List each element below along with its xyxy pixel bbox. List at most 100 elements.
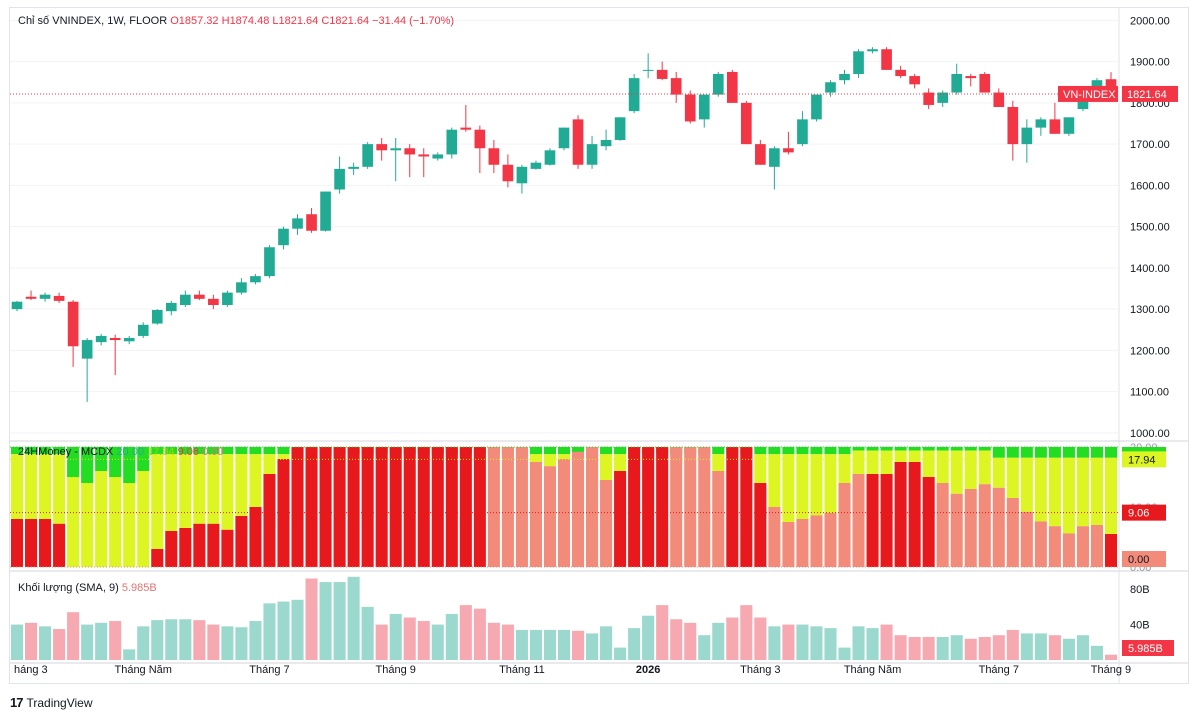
mcdx-green-bar: [543, 447, 557, 455]
mcdx-yellow-bar: [543, 454, 557, 467]
candle-body: [306, 214, 317, 231]
candle-body: [684, 94, 696, 122]
price-tick-label: 1000.00: [1130, 428, 1170, 440]
volume-bar: [978, 636, 991, 660]
candle-body: [628, 78, 640, 112]
volume-bar: [193, 620, 206, 660]
mcdx-green-bar: [277, 447, 290, 455]
mcdx-yellow-bar: [179, 454, 192, 528]
candle-body: [362, 144, 373, 167]
price-tick-label: 1500.00: [1130, 222, 1170, 234]
volume-bar: [880, 624, 893, 660]
mcdx-yellow-bar: [207, 454, 220, 524]
volume-tick-label: 80B: [1130, 584, 1150, 596]
mcdx-red-bar: [39, 519, 52, 567]
volume-bar: [151, 620, 164, 660]
mcdx-green-bar: [1062, 447, 1075, 458]
volume-bar: [179, 619, 192, 660]
candle-body: [1077, 98, 1089, 110]
mcdx-red-bar: [642, 447, 655, 567]
mcdx-green-bar: [1048, 447, 1061, 458]
tradingview-logo-icon: 17: [10, 695, 24, 710]
candle-body: [1035, 119, 1047, 128]
candle-body: [432, 154, 444, 159]
mcdx-green-bar: [529, 447, 542, 455]
candle-body: [558, 127, 570, 149]
mcdx-red-bar: [165, 531, 178, 567]
volume-bar: [529, 629, 542, 660]
volume-bar: [95, 622, 108, 660]
mcdx-green-bar: [1090, 447, 1103, 458]
candle-body: [236, 282, 247, 293]
mcdx-red-bar: [179, 528, 192, 567]
volume-bar: [165, 619, 178, 660]
series-label: VN-INDEX: [1063, 89, 1116, 101]
mcdx-green-bar: [992, 447, 1005, 458]
candle-body: [502, 164, 514, 182]
volume-bar: [754, 617, 767, 660]
volume-bar: [586, 633, 599, 660]
mcdx-green-bar: [852, 447, 865, 451]
volume-bar: [894, 635, 907, 660]
mcdx-yellow-bar: [25, 454, 38, 519]
mcdx-yellow-bar: [123, 483, 136, 567]
mcdx-value-box: [1122, 504, 1166, 521]
volume-bar: [53, 629, 66, 660]
candle-body: [208, 298, 219, 305]
volume-bar: [950, 635, 963, 660]
volume-last-label: 5.985B: [1128, 643, 1163, 655]
mcdx-red-bar: [53, 523, 66, 567]
mcdx-yellow-bar: [712, 454, 725, 471]
mcdx-yellow-bar: [1048, 457, 1061, 527]
time-axis-label: háng 3: [14, 664, 48, 676]
price-tick-label: 1100.00: [1130, 387, 1169, 399]
price-tick-label: 1400.00: [1130, 263, 1170, 275]
volume-bar: [445, 613, 458, 660]
volume-bar: [852, 626, 865, 660]
mcdx-yellow-bar: [922, 450, 935, 477]
last-price-box: [1122, 85, 1178, 102]
mcdx-yellow-bar: [824, 454, 837, 513]
mcdx-yellow-bar: [908, 450, 921, 462]
mcdx-red-bar: [1020, 511, 1033, 567]
legend-change: −31.44 (−1.70%): [372, 15, 455, 27]
mcdx-red-bar: [726, 447, 739, 567]
mcdx-green-bar: [908, 447, 921, 451]
volume-bar: [1020, 633, 1033, 660]
tradingview-footer[interactable]: 17 TradingView: [10, 695, 93, 710]
mcdx-yellow-bar: [557, 454, 571, 459]
candle-body: [811, 94, 822, 120]
price-tick-label: 1600.00: [1130, 180, 1170, 192]
candle-body: [67, 301, 79, 347]
mcdx-red-bar: [361, 447, 374, 567]
volume-bar: [389, 613, 402, 660]
candle-body: [698, 94, 710, 120]
mcdx-yellow-bar: [754, 454, 767, 483]
candle-body: [979, 74, 991, 93]
mcdx-green-bar: [600, 447, 613, 455]
mcdx-yellow-bar: [1104, 457, 1118, 534]
volume-bar: [1090, 645, 1103, 660]
candle-body: [965, 76, 977, 79]
mcdx-red-bar: [25, 519, 38, 567]
mcdx-yellow-bar: [109, 477, 122, 567]
candle-body: [783, 148, 794, 153]
price-legend-title: Chỉ số VNINDEX, 1W, FLOOR: [18, 15, 168, 27]
candle-body: [1007, 107, 1019, 145]
candle-body: [1049, 119, 1061, 134]
legend-high: 1874.48: [229, 15, 270, 27]
mcdx-green-bar: [866, 447, 879, 451]
mcdx-green-bar: [137, 447, 150, 471]
candle-body: [586, 144, 598, 165]
candle-body: [376, 144, 388, 151]
volume-bar: [824, 628, 837, 660]
mcdx-green-bar: [768, 447, 781, 455]
candle-body: [81, 340, 93, 359]
candle-body: [460, 127, 472, 130]
candle-body: [474, 129, 486, 149]
candle-body: [123, 338, 135, 342]
mcdx-red-bar: [656, 447, 669, 567]
mcdx-green-bar: [894, 447, 907, 451]
candle-body: [109, 338, 121, 341]
